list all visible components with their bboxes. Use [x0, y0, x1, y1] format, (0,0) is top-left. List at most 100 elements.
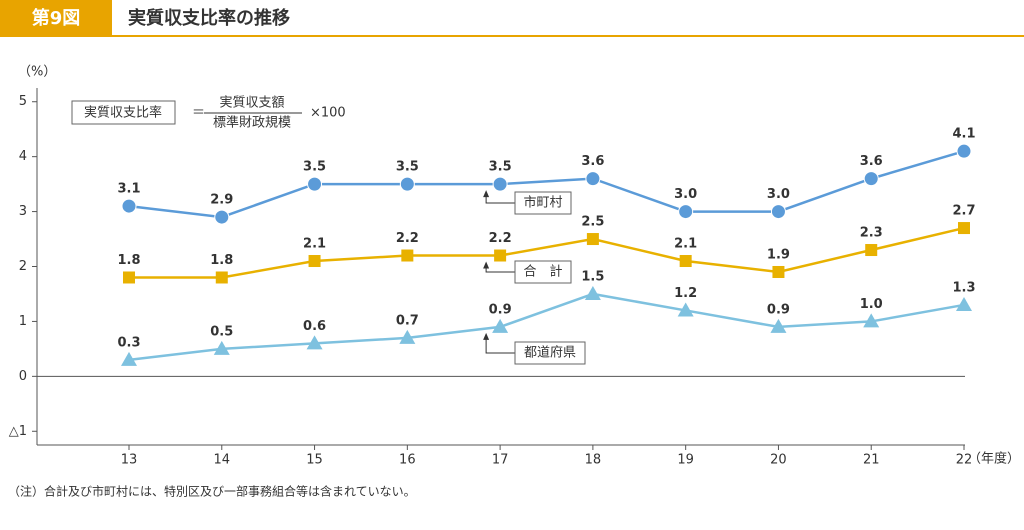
figure-box	[0, 0, 112, 36]
point	[121, 198, 137, 214]
x-axis-label: （年度）	[968, 451, 1020, 467]
point	[865, 244, 878, 257]
x-tick-label: 16	[399, 453, 416, 468]
series-line	[129, 226, 965, 279]
value-label: 3.5	[303, 160, 326, 175]
point	[121, 351, 137, 366]
y-tick-label: 2	[19, 259, 27, 274]
x-tick-label: 22	[956, 453, 973, 468]
y-tick-label: 3	[19, 204, 27, 219]
x-tick-label: 19	[677, 453, 694, 468]
point	[214, 209, 230, 225]
value-label: 3.0	[674, 187, 697, 202]
value-label: 2.2	[489, 231, 512, 246]
point	[584, 285, 601, 300]
legend-leader	[485, 192, 515, 204]
point	[770, 318, 787, 333]
value-label: 0.5	[210, 324, 233, 339]
legend-arrow	[483, 332, 490, 340]
point	[492, 318, 509, 333]
value-label: 2.9	[210, 193, 233, 208]
legend-label: 合 計	[523, 264, 562, 280]
point	[492, 176, 508, 192]
legend-leader	[485, 334, 515, 354]
legend-arrow	[483, 261, 490, 269]
value-label: 3.5	[396, 160, 419, 175]
x-tick-label: 17	[492, 453, 509, 468]
value-label: 4.1	[952, 127, 975, 142]
value-label: 1.5	[581, 269, 604, 284]
point	[308, 255, 321, 268]
series-line	[128, 149, 965, 219]
point	[399, 176, 415, 192]
point	[306, 335, 323, 350]
value-label: 1.9	[767, 247, 790, 262]
point	[863, 171, 879, 187]
formula-denominator: 標準財政規模	[213, 115, 291, 131]
value-label: 2.5	[581, 215, 604, 230]
formula-multiplier: ×100	[310, 106, 346, 121]
value-label: 1.8	[117, 253, 140, 268]
point	[770, 204, 786, 220]
point	[863, 313, 880, 328]
point	[679, 255, 692, 268]
y-axis-label: （%）	[18, 65, 56, 80]
value-label: 3.5	[489, 160, 512, 175]
y-tick-label: 0	[19, 369, 27, 384]
note: （注）合計及び市町村には、特別区及び一部事務組合等は含まれていない。	[8, 484, 416, 499]
legend-arrow	[483, 190, 490, 198]
point	[215, 271, 228, 284]
point	[678, 204, 694, 220]
value-label: 0.9	[489, 302, 512, 317]
value-label: 2.7	[952, 204, 975, 219]
value-label: 2.2	[396, 231, 419, 246]
legend-label: 市町村	[523, 195, 562, 211]
x-tick-label: 13	[121, 453, 138, 468]
value-label: 1.3	[952, 280, 975, 295]
value-label: 2.3	[860, 226, 883, 241]
value-label: 0.3	[117, 335, 140, 350]
point	[586, 233, 599, 246]
formula-numerator: 実質収支額	[219, 95, 284, 111]
value-label: 3.6	[581, 154, 604, 169]
point	[677, 302, 694, 317]
y-tick-label: 1	[19, 314, 27, 329]
point	[956, 296, 972, 311]
value-label: 2.1	[303, 237, 326, 252]
legend-leader	[485, 263, 515, 273]
point	[213, 340, 230, 355]
point	[307, 176, 323, 192]
point	[772, 265, 785, 278]
value-label: 2.1	[674, 237, 697, 252]
legend-box	[514, 260, 572, 284]
y-tick-label: 4	[19, 149, 27, 164]
x-tick-label: 21	[863, 453, 880, 468]
x-tick-label: 18	[585, 453, 602, 468]
formula-box	[71, 100, 176, 125]
legend-label: 都道府県	[524, 346, 576, 361]
point	[956, 143, 972, 159]
legend-box	[514, 191, 572, 215]
value-label: 3.1	[117, 182, 140, 197]
value-label: 1.2	[674, 286, 697, 301]
point	[401, 249, 414, 262]
formula-equals: ＝	[192, 106, 205, 121]
y-tick-label: 5	[19, 94, 27, 109]
value-label: 0.9	[767, 302, 790, 317]
point	[399, 329, 416, 344]
value-label: 1.0	[860, 297, 883, 312]
value-label: 3.0	[767, 187, 790, 202]
point	[585, 171, 601, 187]
x-tick-label: 20	[770, 453, 787, 468]
series-line	[128, 292, 965, 362]
legend-box	[514, 341, 586, 365]
value-label: 0.6	[303, 319, 326, 334]
chart-title: 実質収支比率の推移	[128, 7, 290, 29]
point	[123, 271, 135, 284]
value-label: 3.6	[860, 154, 883, 169]
x-tick-label: 15	[306, 453, 323, 468]
value-label: 0.7	[396, 313, 419, 328]
point	[494, 249, 507, 262]
value-label: 1.8	[210, 253, 233, 268]
